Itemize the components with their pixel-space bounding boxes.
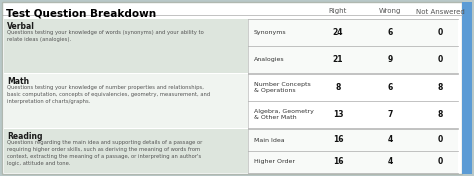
- Text: Math: Math: [7, 77, 29, 86]
- Text: 4: 4: [387, 158, 392, 166]
- Text: Right: Right: [329, 8, 347, 14]
- Text: Analogies: Analogies: [254, 57, 284, 62]
- Bar: [248, 74, 458, 128]
- Text: Questions regarding the main idea and supporting details of a passage or
requiri: Questions regarding the main idea and su…: [7, 140, 202, 166]
- Text: Not Answered: Not Answered: [416, 8, 465, 14]
- Bar: [248, 129, 458, 173]
- Bar: [462, 2, 472, 174]
- Text: 8: 8: [335, 83, 341, 92]
- Text: 0: 0: [438, 28, 443, 37]
- Text: 7: 7: [387, 110, 392, 119]
- Text: Synonyms: Synonyms: [254, 30, 287, 35]
- Text: Questions testing your knowledge of words (synonyms) and your ability to
relate : Questions testing your knowledge of word…: [7, 30, 204, 42]
- Text: 8: 8: [438, 110, 443, 119]
- Text: 6: 6: [387, 83, 392, 92]
- Text: Main Idea: Main Idea: [254, 137, 284, 143]
- Text: Number Concepts
& Operations: Number Concepts & Operations: [254, 82, 311, 93]
- Text: 0: 0: [438, 136, 443, 144]
- Text: 13: 13: [333, 110, 343, 119]
- Text: Wrong: Wrong: [379, 8, 401, 14]
- Text: 16: 16: [333, 158, 343, 166]
- Bar: [248, 19, 458, 73]
- Text: 16: 16: [333, 136, 343, 144]
- Bar: [4, 129, 248, 173]
- Text: 0: 0: [438, 158, 443, 166]
- Text: Algebra, Geometry
& Other Math: Algebra, Geometry & Other Math: [254, 109, 314, 120]
- Text: 6: 6: [387, 28, 392, 37]
- Text: 4: 4: [387, 136, 392, 144]
- Text: Verbal: Verbal: [7, 22, 35, 31]
- Bar: [4, 19, 248, 73]
- Text: 24: 24: [333, 28, 343, 37]
- Text: Reading: Reading: [7, 132, 43, 141]
- Text: Questions testing your knowledge of number properties and relationships,
basic c: Questions testing your knowledge of numb…: [7, 85, 210, 104]
- Bar: [4, 74, 248, 128]
- Text: 21: 21: [333, 55, 343, 64]
- Text: 8: 8: [438, 83, 443, 92]
- Text: Higher Order: Higher Order: [254, 159, 295, 165]
- Text: 9: 9: [387, 55, 392, 64]
- Text: Test Question Breakdown: Test Question Breakdown: [6, 8, 156, 18]
- Text: 0: 0: [438, 55, 443, 64]
